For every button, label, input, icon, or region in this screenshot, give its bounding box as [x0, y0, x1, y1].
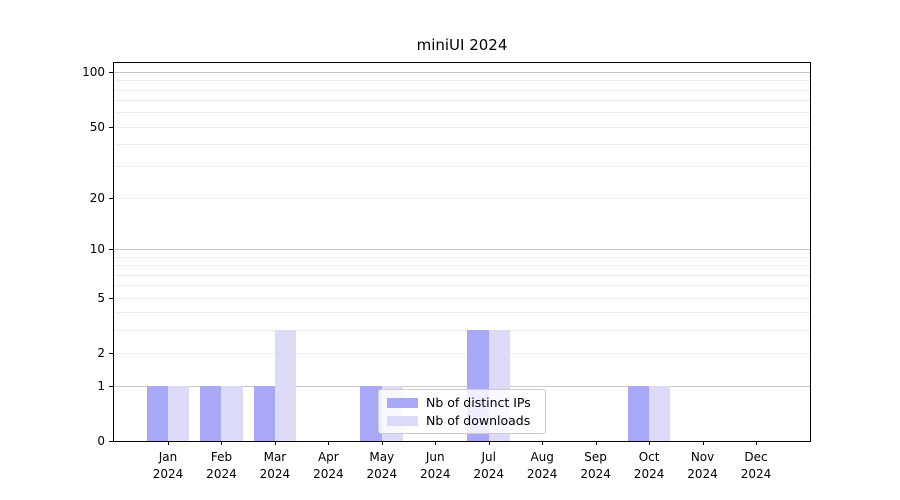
chart-title: miniUI 2024: [416, 36, 508, 54]
y-tick-mark-1: [109, 385, 113, 387]
x-tick-mark-aug: [542, 441, 544, 445]
y-tick-mark-10: [109, 249, 113, 251]
x-tick-label-jun: Jun 2024: [419, 450, 451, 481]
y-tick-label-5: 5: [97, 290, 105, 305]
y-tick-mark-100: [109, 71, 113, 73]
gridline-minor-7: [114, 274, 810, 276]
bar-downloads-jan: [168, 385, 190, 441]
x-tick-label-nov: Nov 2024: [687, 450, 718, 481]
y-tick-label-10: 10: [89, 242, 105, 257]
x-tick-mark-jul: [488, 441, 490, 445]
gridline-minor-70: [114, 100, 810, 102]
legend-item-downloads: Nb of downloads: [387, 413, 537, 428]
x-tick-mark-jan: [168, 441, 169, 445]
gridline-minor-50: [114, 126, 810, 128]
y-tick-label-50: 50: [89, 119, 105, 134]
bar-ips-feb: [200, 385, 222, 441]
y-tick-mark-20: [109, 197, 113, 199]
bar-downloads-feb: [221, 385, 243, 441]
bar-downloads-oct: [649, 385, 671, 441]
legend: Nb of distinct IPs Nb of downloads: [378, 389, 546, 434]
legend-label-distinct-ips: Nb of distinct IPs: [426, 395, 531, 410]
bar-ips-mar: [253, 385, 275, 441]
x-tick-label-sep: Sep 2024: [580, 450, 611, 481]
x-tick-label-mar: Mar 2024: [259, 450, 291, 481]
gridline-minor-80: [114, 89, 810, 91]
x-tick-mark-apr: [328, 441, 330, 445]
gridline-minor-6: [114, 285, 810, 287]
gridline-minor-90: [114, 80, 810, 82]
y-tick-mark-0: [109, 441, 113, 442]
legend-item-distinct-ips: Nb of distinct IPs: [387, 395, 537, 410]
x-tick-mark-nov: [702, 441, 704, 445]
legend-swatch-downloads: [387, 415, 418, 426]
bar-downloads-mar: [274, 330, 297, 441]
legend-label-downloads: Nb of downloads: [426, 413, 531, 428]
gridline-minor-4: [114, 312, 810, 314]
gridline-minor-9: [114, 256, 810, 258]
gridline-minor-3: [114, 330, 810, 332]
x-tick-mark-mar: [274, 441, 276, 445]
y-tick-mark-2: [109, 353, 113, 355]
x-tick-label-apr: Apr 2024: [313, 450, 344, 481]
y-tick-label-2: 2: [97, 346, 105, 361]
y-tick-label-100: 100: [82, 64, 105, 79]
x-tick-label-aug: Aug 2024: [526, 450, 558, 481]
x-tick-mark-may: [381, 441, 383, 445]
gridline-minor-20: [114, 197, 810, 199]
gridline-minor-30: [114, 166, 810, 168]
x-tick-mark-dec: [756, 441, 757, 445]
y-tick-label-0: 0: [97, 434, 105, 448]
gridline-minor-8: [114, 265, 810, 267]
gridline-minor-60: [114, 112, 810, 114]
x-tick-label-feb: Feb 2024: [206, 450, 237, 481]
x-tick-mark-jun: [435, 441, 437, 445]
x-tick-mark-oct: [649, 441, 651, 445]
legend-swatch-distinct-ips: [387, 397, 418, 408]
x-tick-label-jan: Jan 2024: [152, 450, 184, 481]
plot-area: 0 1 2 5 10 20 50 100 Jan 2024 Feb 2024 Mar 2024 Apr…: [82, 62, 811, 481]
x-tick-label-may: May 2024: [366, 450, 398, 481]
x-tick-label-jul: Jul 2024: [473, 450, 504, 481]
y-tick-label-1: 1: [97, 378, 105, 393]
bar-ips-may: [360, 385, 382, 441]
y-tick-mark-50: [109, 126, 113, 128]
y-tick-mark-5: [109, 297, 113, 299]
gridline-major-1: [114, 385, 810, 387]
x-tick-label-dec: Dec 2024: [740, 450, 772, 481]
gridline-minor-40: [114, 144, 810, 146]
x-tick-label-oct: Oct 2024: [633, 450, 665, 481]
bar-ips-jan: [146, 385, 168, 441]
x-tick-mark-sep: [595, 441, 597, 445]
gridline-minor-5: [114, 297, 810, 299]
gridline-major-100: [114, 71, 810, 73]
bar-ips-oct: [627, 385, 650, 441]
y-tick-label-20: 20: [89, 190, 105, 205]
x-tick-mark-feb: [221, 441, 223, 445]
gridline-minor-2: [114, 353, 810, 355]
gridline-major-10: [114, 249, 810, 251]
